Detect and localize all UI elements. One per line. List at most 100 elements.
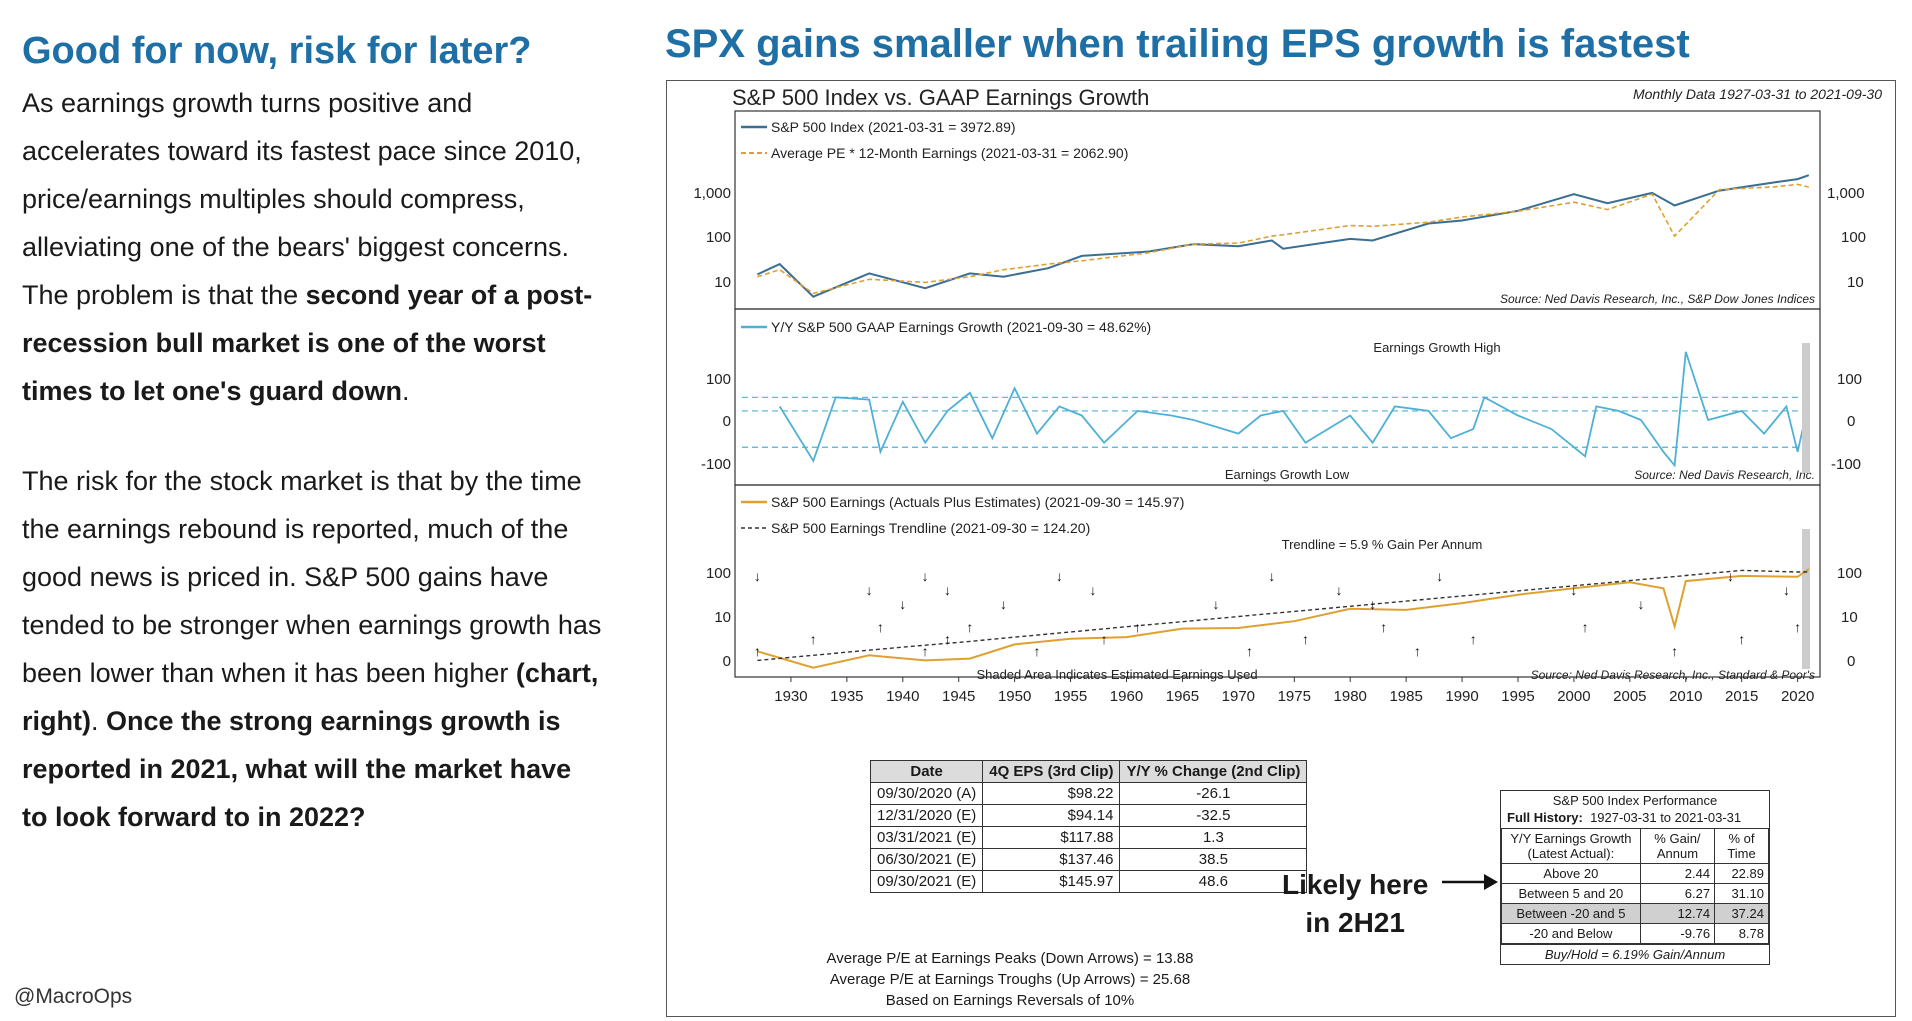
down-arrow-icon: ↓: [1436, 568, 1443, 584]
x-tick-label: 1975: [1278, 688, 1311, 705]
author-handle: @MacroOps: [14, 985, 133, 1008]
eps-date: 09/30/2020 (A): [869, 782, 984, 805]
down-arrow-icon: ↓: [866, 582, 873, 598]
panel3-tick-right-2: 0: [1847, 653, 1855, 670]
panel3-frame: [734, 484, 1821, 678]
panel1-tick-right-2: 10: [1847, 274, 1864, 291]
up-arrow-icon: ↑: [1794, 619, 1801, 635]
figure-title: S&P 500 Index vs. GAAP Earnings Growth: [732, 85, 1149, 110]
panel3-tick-left-1: 10: [714, 609, 731, 626]
earnings-low-label: Earnings Growth Low: [1225, 467, 1350, 482]
panel3-source: Source: Ned Davis Research, Inc., Standa…: [1531, 668, 1815, 682]
up-arrow-icon: ↑: [944, 631, 951, 647]
full-history-range: 1927-03-31 to 2021-03-31: [1590, 810, 1742, 825]
panel3-tick-right-1: 10: [1841, 609, 1858, 626]
perf-header-time: % of Time: [1714, 828, 1769, 864]
up-arrow-icon: ↑: [1582, 619, 1589, 635]
pe-note-troughs: Average P/E at Earnings Troughs (Up Arro…: [829, 971, 1191, 988]
x-tick-label: 1985: [1389, 688, 1422, 705]
figure-subtitle: Monthly Data 1927-03-31 to 2021-09-30: [1633, 86, 1882, 102]
panel3-tick-left-2: 0: [723, 653, 731, 670]
eps-change: -32.5: [1119, 804, 1308, 827]
table-row: 09/30/2021 (E) $145.97 48.6: [869, 870, 1308, 893]
panel2-tick-right-2: -100: [1831, 456, 1861, 473]
perf-time: 31.10: [1714, 883, 1769, 904]
up-arrow-icon: ↑: [754, 643, 761, 659]
pe-note-basis: Based on Earnings Reversals of 10%: [885, 992, 1135, 1009]
up-arrow-icon: ↑: [1671, 643, 1678, 659]
panel2-source: Source: Ned Davis Research, Inc.: [1634, 468, 1815, 482]
eps-value: $98.22: [982, 782, 1121, 805]
x-tick-label: 2020: [1781, 688, 1814, 705]
down-arrow-icon: ↓: [1268, 568, 1275, 584]
perf-time: 37.24: [1714, 903, 1769, 924]
down-arrow-icon: ↓: [1336, 582, 1343, 598]
performance-table: Y/Y Earnings Growth (Latest Actual): % G…: [1501, 828, 1769, 944]
down-arrow-icon: ↓: [1783, 582, 1790, 598]
full-history-label: Full History:: [1507, 810, 1583, 825]
panel1-tick-left-1: 100: [706, 229, 731, 246]
perf-time: 22.89: [1714, 863, 1769, 884]
eps-header-eps: 4Q EPS (3rd Clip): [982, 760, 1121, 783]
table-row: 06/30/2021 (E) $137.46 38.5: [869, 848, 1308, 871]
table-row: 09/30/2020 (A) $98.22 -26.1: [869, 782, 1308, 805]
eps-date: 06/30/2021 (E): [869, 848, 984, 871]
up-arrow-icon: ↑: [1246, 643, 1253, 659]
panel2-legend: Y/Y S&P 500 GAAP Earnings Growth (2021-0…: [771, 319, 1151, 335]
eps-change: -26.1: [1119, 782, 1308, 805]
shaded-area-note: Shaded Area Indicates Estimated Earnings…: [976, 667, 1257, 682]
table-row: 03/31/2021 (E) $117.88 1.3: [869, 826, 1308, 849]
commentary-heading: Good for now, risk for later?: [22, 30, 532, 72]
up-arrow-icon: ↑: [1034, 643, 1041, 659]
up-arrow-icon: ↑: [877, 619, 884, 635]
eps-value: $145.97: [982, 870, 1121, 893]
up-arrow-icon: ↑: [1738, 631, 1745, 647]
para2-bold-question: Once the strong earnings growth is repor…: [22, 706, 572, 832]
chart-headline: SPX gains smaller when trailing EPS grow…: [665, 22, 1690, 66]
down-arrow-icon: ↓: [899, 596, 906, 612]
eps-header-change: Y/Y % Change (2nd Clip): [1119, 760, 1308, 783]
panel3-tick-left-0: 100: [706, 565, 731, 582]
earnings-growth-line: [778, 351, 1810, 468]
x-tick-label: 1995: [1501, 688, 1534, 705]
up-arrow-icon: ↑: [1414, 643, 1421, 659]
para2-mid: .: [90, 706, 106, 736]
panel2-tick-right-0: 100: [1837, 371, 1862, 388]
commentary-column: Good for now, risk for later? As earning…: [22, 30, 602, 841]
up-arrow-icon: ↑: [1101, 631, 1108, 647]
eps-date: 03/31/2021 (E): [869, 826, 984, 849]
likely-here-callout: Likely here in 2H21: [1282, 866, 1428, 942]
chart-canvas: S&P 500 Index vs. GAAP Earnings Growth M…: [693, 85, 1882, 705]
likely-line2: in 2H21: [1305, 907, 1405, 938]
perf-gain: 12.74: [1639, 903, 1716, 924]
eps-change: 48.6: [1119, 870, 1308, 893]
panel1-tick-right-0: 1,000: [1827, 185, 1865, 202]
x-tick-label: 1950: [998, 688, 1031, 705]
x-tick-label: 1965: [1166, 688, 1199, 705]
up-arrow-icon: ↑: [1380, 619, 1387, 635]
panel3-legend1: S&P 500 Earnings (Actuals Plus Estimates…: [771, 494, 1184, 510]
perf-gain: -9.76: [1639, 923, 1716, 944]
table-row: -20 and Below -9.76 8.78: [1501, 923, 1769, 944]
eps-change: 1.3: [1119, 826, 1308, 849]
down-arrow-icon: ↓: [1212, 596, 1219, 612]
earnings-trendline: [757, 569, 1809, 662]
para1-bold-text: second year of a post-recession bull mar…: [22, 280, 593, 406]
x-tick-label: 1940: [886, 688, 919, 705]
chart-figure: S&P 500 Index vs. GAAP Earnings Growth M…: [666, 80, 1896, 1017]
down-arrow-icon: ↓: [1570, 582, 1577, 598]
panel3-tick-right-0: 100: [1837, 565, 1862, 582]
eps-value: $137.46: [982, 848, 1121, 871]
x-tick-label: 2000: [1557, 688, 1590, 705]
x-tick-label: 1990: [1445, 688, 1478, 705]
table-row: Between 5 and 20 6.27 31.10: [1501, 883, 1769, 904]
down-arrow-icon: ↓: [1000, 596, 1007, 612]
pe-note-peaks: Average P/E at Earnings Peaks (Down Arro…: [826, 950, 1194, 967]
perf-gain: 2.44: [1639, 863, 1716, 884]
up-arrow-icon: ↑: [1134, 619, 1141, 635]
earnings-high-label: Earnings Growth High: [1373, 340, 1500, 355]
estimate-shade-panel3: [1802, 529, 1810, 669]
performance-full-history: Full History: 1927-03-31 to 2021-03-31: [1501, 808, 1769, 828]
x-tick-label: 1930: [774, 688, 807, 705]
likely-line1: Likely here: [1282, 869, 1429, 900]
